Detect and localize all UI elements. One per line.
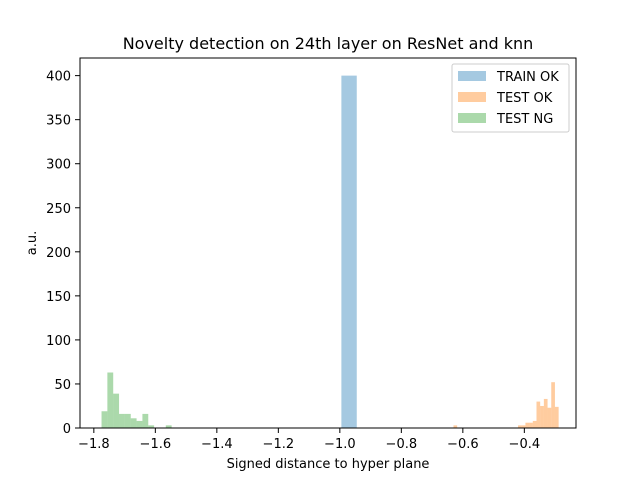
x-tick-label: −0.6 bbox=[447, 437, 479, 452]
histogram-bar bbox=[532, 420, 537, 428]
legend-swatch bbox=[458, 113, 486, 123]
histogram-bar bbox=[107, 372, 114, 428]
histogram-bar bbox=[136, 420, 143, 428]
histogram-bar bbox=[551, 382, 555, 428]
histogram-bar bbox=[165, 425, 172, 428]
histogram-bar bbox=[525, 422, 530, 428]
x-axis: −1.8 −1.6 −1.4 −1.2 −1.0 −0.8 −0.6 −0.4 bbox=[78, 428, 540, 452]
histogram-bar bbox=[119, 413, 125, 428]
histogram-bar bbox=[521, 425, 526, 428]
bars-layer bbox=[101, 75, 559, 429]
histogram-bar bbox=[554, 406, 559, 428]
x-axis-title: Signed distance to hyper plane bbox=[227, 457, 430, 472]
histogram-bar bbox=[148, 425, 155, 428]
y-axis: 0 50 100 150 200 250 300 350 400 bbox=[46, 70, 80, 437]
histogram-bar bbox=[540, 405, 544, 428]
y-axis-title: a.u. bbox=[25, 231, 40, 255]
x-tick-label: −1.2 bbox=[263, 437, 295, 452]
histogram-bar bbox=[518, 425, 522, 428]
x-tick-label: −1.0 bbox=[324, 437, 356, 452]
plot-frame bbox=[79, 57, 577, 429]
y-tick-label: 400 bbox=[46, 70, 71, 85]
histogram-bar bbox=[453, 425, 458, 428]
legend-swatch bbox=[458, 92, 486, 102]
histogram-bar bbox=[130, 418, 137, 428]
histogram-bar bbox=[543, 398, 548, 428]
legend-label: TEST OK bbox=[496, 91, 553, 106]
x-tick-label: −0.4 bbox=[509, 437, 541, 452]
y-tick-label: 200 bbox=[46, 246, 71, 261]
chart-title: Novelty detection on 24th layer on ResNe… bbox=[123, 34, 534, 53]
y-tick-label: 350 bbox=[46, 114, 71, 129]
histogram-bar bbox=[142, 413, 149, 428]
y-tick-label: 250 bbox=[46, 202, 71, 217]
histogram-bar bbox=[536, 401, 541, 428]
histogram-bar bbox=[547, 407, 552, 428]
x-tick-label: −0.8 bbox=[386, 437, 418, 452]
legend-box bbox=[451, 63, 570, 133]
histogram-bar bbox=[113, 393, 120, 428]
x-tick-label: −1.6 bbox=[140, 437, 172, 452]
legend-swatch bbox=[458, 71, 486, 81]
histogram-bar bbox=[124, 413, 131, 428]
x-tick-label: −1.8 bbox=[78, 437, 110, 452]
histogram-bar bbox=[101, 411, 108, 428]
histogram-bar bbox=[341, 75, 357, 429]
legend-label: TEST NG bbox=[496, 112, 553, 127]
legend-label: TRAIN OK bbox=[496, 70, 559, 85]
y-tick-label: 300 bbox=[46, 158, 71, 173]
x-tick-label: −1.4 bbox=[201, 437, 233, 452]
histogram-bar bbox=[529, 422, 533, 428]
y-tick-label: 150 bbox=[46, 290, 71, 305]
y-tick-label: 100 bbox=[46, 334, 71, 349]
y-tick-label: 50 bbox=[54, 378, 71, 393]
legend: TRAIN OK TEST OK TEST NG bbox=[451, 63, 570, 133]
y-tick-label: 0 bbox=[63, 422, 71, 437]
